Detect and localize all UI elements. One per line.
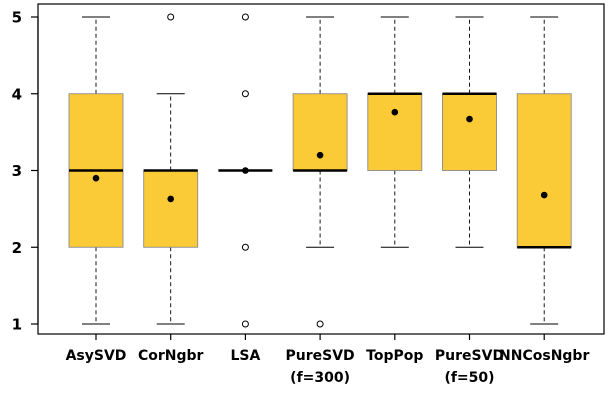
iqr-box: [143, 170, 199, 248]
x-tick-label: TopPop: [366, 348, 423, 364]
x-tick-label: AsySVD: [66, 348, 127, 364]
box-puresvd-f300: [292, 16, 348, 328]
mean-point: [92, 174, 100, 182]
mean-point: [540, 191, 548, 199]
iqr-box: [516, 93, 572, 248]
outlier-point: [241, 13, 249, 21]
iqr-box: [442, 93, 497, 171]
outlier-point: [241, 320, 249, 328]
box-nncosngbr: [516, 16, 572, 325]
mean-point: [391, 108, 399, 116]
outlier-point: [316, 320, 324, 328]
outlier-point: [241, 90, 249, 98]
category-labels: AsySVD CorNgbr LSA PureSVD (f=300) TopPop Pure…: [66, 334, 589, 386]
mean-point: [316, 151, 324, 159]
y-axis: 1 2 3 4 5: [12, 9, 39, 334]
y-tick-label: 5: [12, 9, 22, 27]
outlier-point: [167, 13, 175, 21]
y-tick-label: 1: [12, 316, 22, 334]
box-corngbr: [143, 13, 199, 325]
outlier-point: [241, 243, 249, 251]
box-lsa: [218, 13, 273, 328]
x-tick-sublabel: (f=50): [444, 370, 494, 386]
x-tick-label: NNCosNgbr: [499, 348, 589, 364]
y-tick-label: 3: [12, 162, 22, 180]
iqr-box: [292, 93, 348, 171]
mean-point: [242, 167, 249, 174]
mean-point: [167, 195, 174, 203]
x-tick-label: CorNgbr: [138, 348, 204, 364]
x-tick-sublabel: (f=300): [290, 370, 350, 386]
boxes: [68, 13, 572, 328]
box-puresvd-f50: [442, 16, 497, 248]
mean-point: [466, 115, 473, 123]
x-tick-label: PureSVD: [435, 348, 504, 364]
box-toppop: [367, 16, 423, 248]
x-tick-label: LSA: [230, 348, 260, 364]
y-tick-label: 2: [12, 239, 22, 257]
x-tick-label: PureSVD: [286, 348, 355, 364]
iqr-box: [367, 93, 423, 171]
y-tick-label: 4: [12, 85, 22, 103]
box-asysvd: [68, 16, 124, 325]
